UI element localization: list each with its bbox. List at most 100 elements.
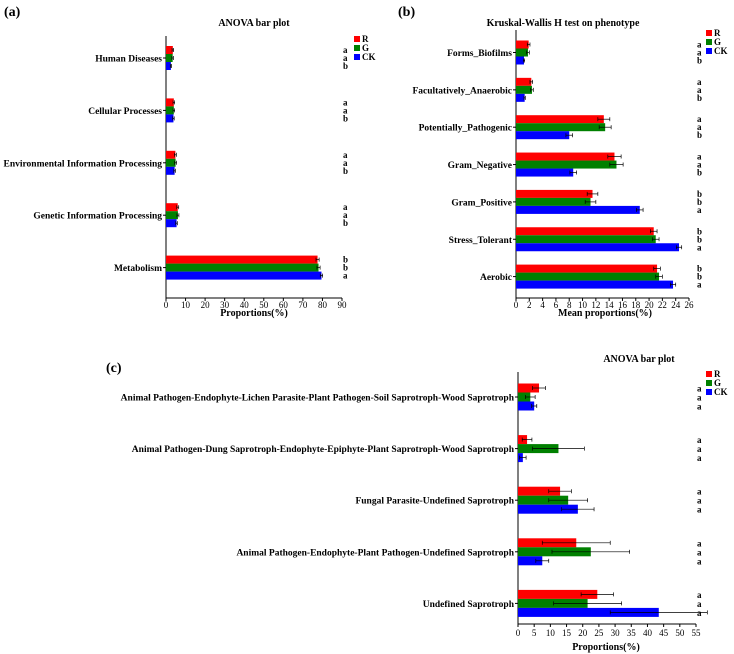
legend-c-label-r: R — [714, 369, 721, 379]
chart-c-x-tick-label: 25 — [594, 628, 604, 638]
chart-b-sig-letter: b — [697, 56, 702, 66]
chart-b-bar-ck — [516, 56, 524, 65]
chart-c-bar-ck — [518, 607, 659, 617]
chart-b-x-tick-label: 20 — [645, 300, 655, 310]
chart-b-x-tick-label: 6 — [554, 300, 559, 310]
chart-b-plot: 0 2 4 6 8 10 12 14 16 18 20 22 24 26Forms_Biofilmsaab… — [412, 30, 702, 310]
chart-b-category-label: Aerobic — [480, 273, 512, 283]
legend-a-label-ck: CK — [362, 52, 376, 62]
chart-a-bar-r — [166, 203, 178, 212]
chart-a-xlabel: Proportions(%) — [220, 308, 288, 319]
chart-b-sig-letter: b — [697, 226, 702, 236]
chart-a-sig-letter: a — [343, 97, 348, 107]
legend-c-swatch-r — [706, 371, 712, 377]
chart-a-x-tick-label: 10 — [181, 300, 191, 310]
chart-a-bar-g — [166, 263, 319, 272]
chart-a-sig-letter: b — [343, 218, 348, 228]
legend-b: R G CK — [706, 28, 728, 56]
chart-a-category-label: Metabolism — [114, 264, 162, 274]
chart-a-title: ANOVA bar plot — [218, 18, 290, 29]
chart-b-x-tick-label: 14 — [605, 300, 615, 310]
chart-b-bar-g — [516, 160, 617, 169]
legend-b-swatch-ck — [706, 48, 712, 54]
chart-c-sig-letter: a — [697, 453, 702, 463]
legend-c-label-g: G — [714, 378, 721, 388]
chart-c-x-tick-label: 0 — [516, 628, 521, 638]
chart-a-sig-letter: a — [343, 53, 348, 63]
chart-c-x-tick-label: 10 — [546, 628, 556, 638]
chart-a-bar-g — [166, 211, 178, 220]
chart-c-xlabel: Proportions(%) — [572, 642, 640, 653]
chart-b-category-label: Gram_Positive — [451, 198, 512, 208]
chart-a-sig-letter: a — [343, 105, 348, 115]
chart-c-sig-letter: a — [697, 384, 702, 394]
chart-b-sig-letter: a — [697, 205, 702, 215]
chart-a-category-label: Genetic Information Processing — [33, 212, 162, 222]
chart-c-category-label: Animal Pathogen-Endophyte-Lichen Parasit… — [121, 394, 515, 404]
chart-b-sig-letter: a — [697, 77, 702, 87]
panel-label-c: (c) — [106, 361, 122, 376]
chart-b-sig-letter: a — [697, 280, 702, 290]
chart-b-bar-r — [516, 40, 529, 49]
chart-c-plot: 0 5 10 15 20 25 30 35 40 45 50 55 Animal Pathogen-En… — [121, 372, 708, 638]
chart-b-bar-r — [516, 189, 593, 198]
chart-c-x-tick-label: 20 — [578, 628, 588, 638]
panel-label-a: (a) — [4, 5, 21, 20]
chart-a-sig-letter: a — [343, 271, 348, 281]
chart-a-sig-letter: b — [343, 263, 348, 273]
chart-b-bar-g — [516, 272, 660, 281]
chart-b-category-label: Facultatively_Anaerobic — [412, 86, 512, 96]
chart-b-x-tick-label: 16 — [618, 300, 628, 310]
chart-c-bar-g — [518, 495, 569, 505]
chart-b-category-label: Forms_Biofilms — [447, 49, 512, 59]
chart-c-category-label: Animal Pathogen-Endophyte-Plant Pathogen… — [236, 548, 514, 558]
chart-b-sig-letter: b — [697, 234, 702, 244]
chart-c-x-tick-label: 5 — [532, 628, 537, 638]
chart-b-bar-g — [516, 197, 591, 206]
chart-b-x-tick-label: 10 — [578, 300, 588, 310]
legend-a: R G CK — [354, 34, 376, 62]
chart-c-sig-letter: a — [697, 538, 702, 548]
chart-a-bar-ck — [166, 271, 322, 280]
chart-c-x-tick-label: 45 — [659, 628, 669, 638]
chart-a-sig-letter: a — [343, 210, 348, 220]
chart-a-sig-letter: b — [343, 255, 348, 265]
chart-c-sig-letter: a — [697, 444, 702, 454]
chart-c-bar-g — [518, 598, 588, 608]
chart-a-x-tick-label: 40 — [240, 300, 250, 310]
chart-b-bar-g — [516, 48, 528, 57]
legend-c: R G CK — [706, 369, 728, 397]
chart-b-x-tick-label: 26 — [685, 300, 695, 310]
chart-b-x-tick-label: 4 — [540, 300, 545, 310]
chart-c-bar-r — [518, 383, 540, 393]
chart-b-sig-letter: a — [697, 242, 702, 252]
chart-a-bar-ck — [166, 166, 175, 175]
chart-a-x-tick-label: 20 — [201, 300, 211, 310]
chart-b-bar-ck — [516, 280, 674, 289]
chart-a-sig-letter: a — [343, 158, 348, 168]
chart-b-bar-r — [516, 152, 615, 161]
chart-b-category-label: Stress_Tolerant — [449, 236, 513, 246]
chart-b-bar-ck — [516, 93, 525, 102]
chart-b-bar-ck — [516, 243, 680, 252]
legend-b-swatch-r — [706, 30, 712, 36]
chart-a-bar-ck — [166, 219, 177, 228]
chart-a-bar-r — [166, 255, 318, 264]
chart-c-bar-r — [518, 486, 561, 496]
chart-a-bar-ck — [166, 62, 171, 70]
chart-b-sig-letter: a — [697, 85, 702, 95]
legend-b-label-r: R — [714, 28, 721, 38]
chart-a-sig-letter: b — [343, 166, 348, 176]
legend-c-label-ck: CK — [714, 387, 728, 397]
chart-a-x-tick-label: 50 — [259, 300, 269, 310]
chart-c-bar-ck — [518, 401, 535, 411]
chart-b-bar-r — [516, 115, 604, 124]
chart-b-x-tick-label: 24 — [671, 300, 681, 310]
chart-a-sig-letter: a — [343, 150, 348, 160]
chart-c-category-label: Undefined Saprotroph — [423, 600, 515, 610]
chart-c-x-tick-label: 30 — [611, 628, 621, 638]
chart-c-x-tick-label: 15 — [562, 628, 572, 638]
chart-b-sig-letter: a — [697, 160, 702, 170]
